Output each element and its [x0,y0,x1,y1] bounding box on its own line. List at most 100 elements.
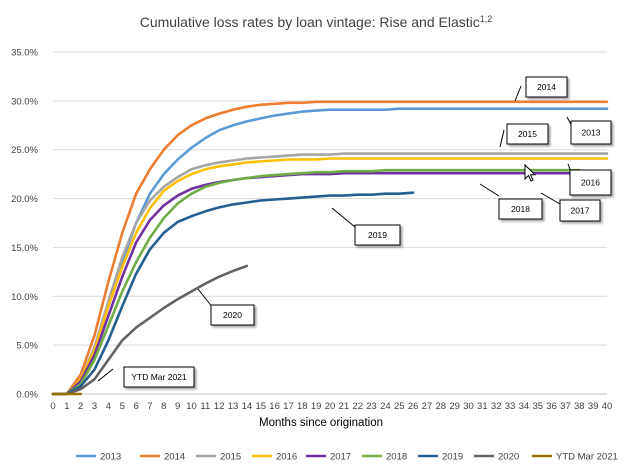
y-tick-label: 30.0% [11,96,38,107]
series-line-2014 [51,100,609,396]
legend-label: 2015 [220,452,241,463]
legend-label: 2020 [498,452,519,463]
callout-box [570,120,612,145]
callout-leader-line [331,207,356,228]
x-tick-label: 28 [436,401,447,412]
x-tick-label: 15 [255,401,266,412]
x-tick-label: 40 [602,401,613,412]
callout-label: YTD Mar 2021 [131,372,187,382]
callout-ytd-mar-2021: YTD Mar 2021 [97,366,195,388]
title-superscript: 1,2 [480,14,493,24]
x-tick-label: 34 [519,401,530,412]
y-tick-label: 5.0% [16,341,38,352]
callout-box [506,123,549,145]
callout-box [559,199,601,222]
callout-2014: 2014 [514,76,568,102]
x-tick-label: 3 [92,401,97,412]
legend-label: 2013 [100,452,121,463]
callout-label: 2015 [518,129,537,139]
callout-2019: 2019 [331,207,401,246]
x-tick-label: 10 [186,401,197,412]
callout-2018: 2018 [479,183,543,220]
series-line-2019 [51,191,415,396]
x-tick-label: 36 [546,401,557,412]
legend-item-2017: 2017 [306,452,351,463]
callout-label: 2019 [368,230,387,240]
callout-leader-line [499,129,505,148]
legend-item-2016: 2016 [252,452,297,463]
x-axis-ticks: 0 1 2 3 4 5 6 7 8 9 10 11 12 13 14 15 16 17 18 19 20 21 22 23 24… [50,401,612,412]
x-tick-label: 23 [366,401,377,412]
callout-label: 2014 [537,82,556,92]
y-tick-label: 20.0% [11,194,38,205]
y-tick-label: 0.0% [16,390,38,401]
legend-label: 2014 [164,452,185,463]
callout-2015: 2015 [499,123,549,148]
callout-2020: 2020 [197,288,255,326]
x-tick-label: 38 [574,401,585,412]
callout-2016: 2016 [567,163,612,196]
legend-item-2019: 2019 [418,452,463,463]
x-tick-label: 31 [477,401,488,412]
y-tick-label: 15.0% [11,243,38,254]
x-tick-label: 1 [64,401,69,412]
x-tick-label: 27 [422,401,433,412]
legend-label: 2016 [276,452,297,463]
callout-2013: 2013 [566,116,612,145]
series-lines [51,100,609,396]
callout-leader-line [540,192,561,205]
series-line-2016 [51,157,609,396]
legend-label: 2019 [442,452,463,463]
x-tick-label: 2 [78,401,83,412]
callout-box [123,366,195,388]
x-tick-label: 39 [588,401,599,412]
callout-label: 2020 [223,310,242,320]
legend-label: YTD Mar 2021 [556,452,618,463]
y-axis-ticks: 0.0% 5.0% 10.0% 15.0% 20.0% 25.0% 30.0% 35.0% [11,48,38,401]
x-tick-label: 26 [408,401,419,412]
legend-item-2014: 2014 [140,452,185,463]
x-tick-label: 9 [175,401,180,412]
x-tick-label: 30 [463,401,474,412]
x-tick-label: 35 [532,401,543,412]
x-tick-label: 25 [394,401,405,412]
x-tick-label: 13 [228,401,239,412]
series-line-2013 [51,107,609,396]
series-line-2017 [51,171,609,396]
x-tick-label: 33 [505,401,516,412]
x-tick-label: 11 [200,401,210,412]
callout-box [525,76,568,98]
x-tick-label: 8 [161,401,166,412]
x-tick-label: 7 [147,401,152,412]
callout-box [354,224,401,246]
callout-leader-line [514,85,522,102]
x-tick-label: 16 [269,401,280,412]
series-line-2020 [51,264,249,396]
callout-label: 2017 [571,206,590,216]
x-tick-label: 24 [380,401,391,412]
x-tick-label: 29 [449,401,460,412]
x-axis-title: Months since origination [259,417,383,429]
legend-item-2015: 2015 [196,452,241,463]
callout-2017: 2017 [540,192,601,222]
legend: 2013 2014 2015 2016 2017 2018 2019 2020 YTD Mar … [76,452,618,463]
x-tick-label: 6 [133,401,138,412]
legend-label: 2018 [386,452,407,463]
x-tick-label: 0 [50,401,55,412]
callout-annotations: 2014 2013 2015 2016 2017 2018 2019 2020 YTD Mar … [97,76,612,388]
legend-item-2020: 2020 [474,452,519,463]
chart-title: Cumulative loss rates by loan vintage: R… [140,14,493,30]
y-tick-label: 35.0% [11,48,38,59]
mouse-cursor-icon [524,163,537,182]
x-tick-label: 19 [311,401,322,412]
x-tick-label: 22 [352,401,363,412]
callout-label: 2018 [511,204,530,214]
x-tick-label: 14 [242,401,253,412]
x-tick-label: 20 [325,401,336,412]
callout-label: 2013 [582,128,601,138]
y-tick-label: 10.0% [11,292,38,303]
x-tick-label: 5 [120,401,125,412]
x-tick-label: 4 [106,401,111,412]
callout-leader-line [479,183,500,197]
